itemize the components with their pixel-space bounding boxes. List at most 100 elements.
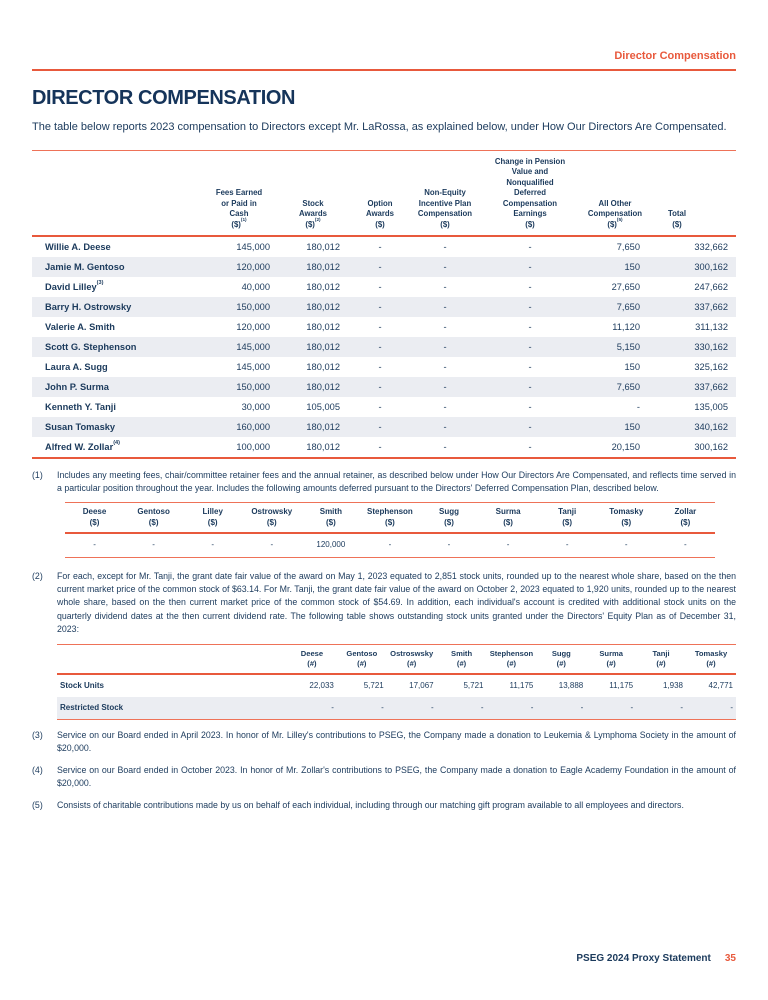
comp-col-header: All Other Compensation ($)(5) bbox=[587, 198, 643, 229]
deferred-value: - bbox=[360, 533, 420, 559]
comp-value: 20,150 bbox=[611, 442, 640, 453]
comp-value: - bbox=[528, 302, 532, 313]
comp-value: - bbox=[443, 262, 447, 273]
comp-value: 337,662 bbox=[694, 382, 728, 393]
comp-value: 150,000 bbox=[236, 382, 270, 393]
footnote-2-text: For each, except for Mr. Tanji, the gran… bbox=[57, 571, 736, 634]
footnote-3-marker: (3) bbox=[32, 729, 43, 740]
deferred-col-header: Gentoso ($) bbox=[124, 502, 184, 535]
deferred-value: - bbox=[596, 533, 656, 559]
comp-value: - bbox=[378, 322, 382, 333]
comp-value: - bbox=[528, 442, 532, 453]
page-footer: PSEG 2024 Proxy Statement 35 bbox=[576, 953, 736, 964]
stock-units-value: 42,771 bbox=[708, 680, 733, 690]
comp-value: - bbox=[443, 342, 447, 353]
comp-value: - bbox=[443, 442, 447, 453]
footnote-5: (5) Consists of charitable contributions… bbox=[32, 799, 736, 812]
footnote-1: (1) Includes any meeting fees, chair/com… bbox=[32, 469, 736, 561]
comp-value: - bbox=[636, 402, 640, 413]
stock-units-value: - bbox=[331, 702, 334, 712]
comp-value: 150 bbox=[624, 422, 640, 433]
stock-units-col-header: Ostroswsky (#) bbox=[386, 644, 437, 675]
deferred-value: - bbox=[65, 533, 125, 559]
running-header-label: Director Compensation bbox=[614, 50, 736, 62]
comp-value: - bbox=[378, 362, 382, 373]
table-row: Scott G. Stephenson 145,000 180,012 - - - 5,15… bbox=[32, 337, 736, 358]
footnote-4-marker: (4) bbox=[32, 764, 43, 775]
comp-value: - bbox=[443, 242, 447, 253]
comp-value: 180,012 bbox=[306, 342, 340, 353]
comp-value: 145,000 bbox=[236, 242, 270, 253]
comp-value: 135,005 bbox=[694, 402, 728, 413]
table-row: Willie A. Deese 145,000 180,012 - - - 7,650 332… bbox=[32, 236, 736, 257]
deferred-col-header: Ostrowsky ($) bbox=[242, 502, 302, 535]
stock-units-col-header: Deese (#) bbox=[287, 644, 337, 675]
comp-table-header-row: Fees Earned or Paid in Cash ($)(1) Stock Awar… bbox=[32, 150, 736, 237]
comp-value: - bbox=[443, 302, 447, 313]
comp-value: 30,000 bbox=[241, 402, 270, 413]
deferred-value: - bbox=[183, 533, 243, 559]
comp-value: - bbox=[443, 322, 447, 333]
deferred-col-header: Surma ($) bbox=[478, 502, 538, 535]
stock-units-value: - bbox=[480, 702, 484, 712]
stock-units-value: 13,888 bbox=[558, 680, 584, 690]
stock-units-value: - bbox=[730, 702, 733, 712]
comp-col-header: Change in Pension Value and Nonqualified De… bbox=[494, 156, 566, 229]
stock-units-value: - bbox=[381, 702, 384, 712]
director-compensation-table: Fees Earned or Paid in Cash ($)(1) Stock Awar… bbox=[32, 150, 736, 460]
deferred-col-header: Sugg ($) bbox=[419, 502, 479, 535]
director-name: Kenneth Y. Tanji bbox=[45, 402, 116, 413]
comp-value: - bbox=[528, 242, 532, 253]
director-name: Laura A. Sugg bbox=[45, 362, 108, 373]
comp-value: 340,162 bbox=[694, 422, 728, 433]
footnote-3-text: Service on our Board ended in April 2023… bbox=[57, 729, 736, 753]
comp-value: - bbox=[528, 282, 532, 293]
stock-units-value: 22,033 bbox=[309, 680, 334, 690]
name-column-header bbox=[32, 150, 200, 236]
stock-units-value: 11,175 bbox=[509, 680, 534, 690]
comp-value: 40,000 bbox=[241, 282, 270, 293]
comp-value: 300,162 bbox=[694, 442, 728, 453]
stock-units-value: 11,175 bbox=[609, 680, 634, 690]
deferred-value: 120,000 bbox=[301, 533, 361, 559]
comp-value: - bbox=[528, 382, 532, 393]
table-row: Alfred W. Zollar(4) 100,000 180,012 - - - 20,1… bbox=[32, 437, 736, 459]
comp-col-header: Total ($) bbox=[667, 209, 687, 229]
table-row: Laura A. Sugg 145,000 180,012 - - - 150 325,162 bbox=[32, 357, 736, 377]
comp-value: 120,000 bbox=[236, 322, 270, 333]
director-name: Susan Tomasky bbox=[45, 422, 116, 433]
deferred-col-header: Lilley ($) bbox=[183, 502, 243, 535]
stock-units-header-row: Deese (#) Gentoso (#) Ostroswsky (#) Smith (#) S… bbox=[57, 644, 736, 675]
comp-value: 180,012 bbox=[306, 282, 340, 293]
stock-units-label-header bbox=[57, 644, 287, 675]
comp-value: 5,150 bbox=[616, 342, 640, 353]
director-name: Scott G. Stephenson bbox=[45, 342, 137, 353]
comp-value: - bbox=[378, 442, 382, 453]
deferred-value: - bbox=[655, 533, 715, 559]
page-title: DIRECTOR COMPENSATION bbox=[32, 87, 296, 109]
table-row: Barry H. Ostrowsky 150,000 180,012 - - - 7,650… bbox=[32, 297, 736, 318]
footnote-5-marker: (5) bbox=[32, 800, 43, 811]
director-name: John P. Surma bbox=[45, 382, 109, 393]
footnote-4: (4) Service on our Board ended in Octobe… bbox=[32, 764, 736, 790]
stock-units-col-header: Tomasky (#) bbox=[686, 644, 736, 675]
stock-units-value: 5,721 bbox=[363, 680, 384, 690]
footnote-2-marker: (2) bbox=[32, 571, 43, 582]
deferred-col-header: Deese ($) bbox=[65, 502, 125, 535]
comp-value: 7,650 bbox=[616, 242, 640, 253]
comp-value: 247,662 bbox=[694, 282, 728, 293]
comp-value: 150 bbox=[624, 262, 640, 273]
deferred-compensation-table: Deese ($) Gentoso ($) Lilley ($) Ostrowsky ($) S… bbox=[65, 502, 715, 559]
stock-units-value: 17,067 bbox=[409, 680, 434, 690]
stock-units-value: - bbox=[530, 702, 534, 712]
deferred-col-header: Tomasky ($) bbox=[596, 502, 656, 535]
deferred-table-header-row: Deese ($) Gentoso ($) Lilley ($) Ostrowsky ($) S… bbox=[65, 502, 715, 535]
comp-value: - bbox=[378, 262, 382, 273]
comp-value: - bbox=[378, 382, 382, 393]
comp-value: 180,012 bbox=[306, 262, 340, 273]
deferred-col-header: Smith ($) bbox=[301, 502, 361, 535]
comp-value: - bbox=[443, 402, 447, 413]
comp-value: 180,012 bbox=[306, 242, 340, 253]
comp-value: - bbox=[378, 242, 382, 253]
footnote-1-text: Includes any meeting fees, chair/committ… bbox=[57, 470, 736, 494]
